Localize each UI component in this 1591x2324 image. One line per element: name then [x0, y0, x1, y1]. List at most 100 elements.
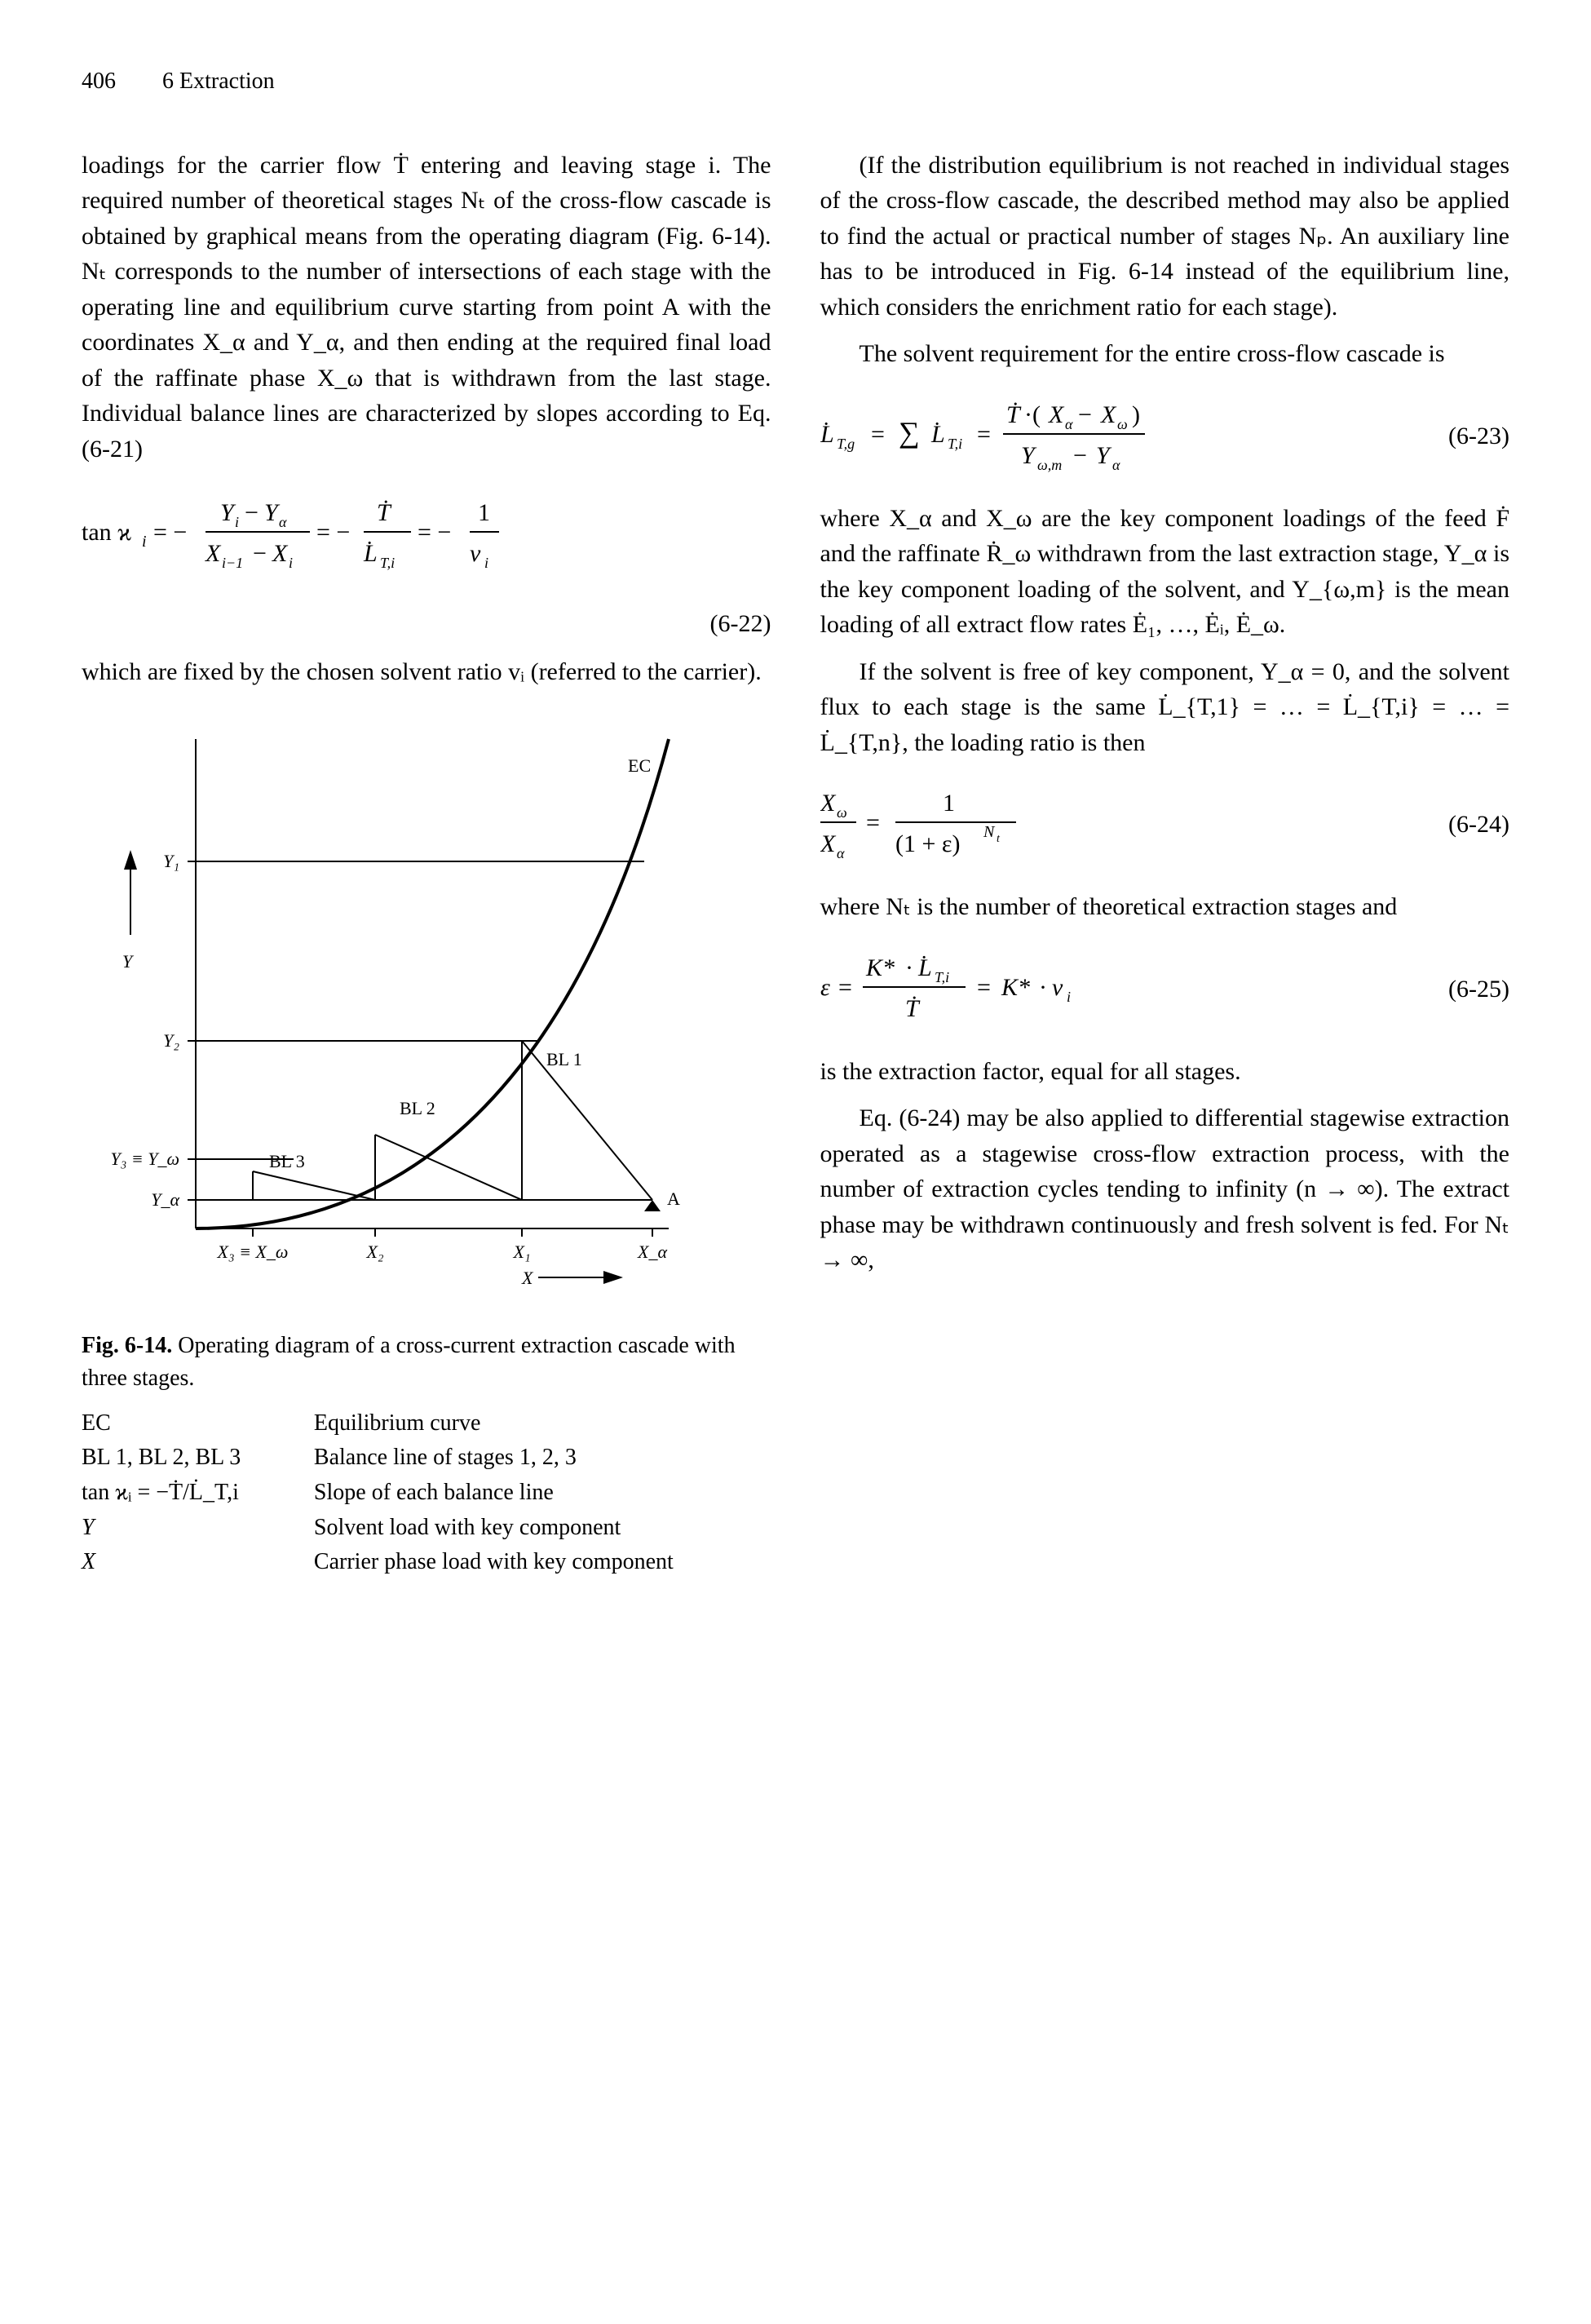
legend-key-4: Y: [82, 1512, 299, 1545]
page-header: 406 6 Extraction: [82, 65, 1509, 99]
svg-text:i: i: [235, 514, 239, 530]
svg-text:α: α: [1112, 457, 1120, 473]
svg-text:L̇: L̇: [917, 954, 932, 981]
svg-text:BL 1: BL 1: [546, 1049, 582, 1069]
svg-text:X₂: X₂: [365, 1242, 383, 1262]
svg-text:−: −: [1073, 442, 1087, 469]
eq-622-number: (6-22): [710, 610, 771, 637]
svg-text:−: −: [1078, 401, 1092, 428]
figure-6-14-caption: Fig. 6-14. Operating diagram of a cross-…: [82, 1330, 771, 1579]
svg-text:−: −: [245, 499, 259, 526]
left-para-1: loadings for the carrier flow Ṫ entering…: [82, 148, 771, 467]
svg-text:X: X: [820, 790, 837, 817]
svg-text:=: =: [977, 421, 991, 448]
eq-623-svg: L̇ T,g = ∑ L̇ T,i = Ṫ ·( X α − X ω ) Y ω…: [820, 392, 1310, 481]
svg-text:·: ·: [905, 954, 913, 981]
eq-622-body: tan ϰ i = − Y i − Y α X i−1 − X i = −: [82, 486, 771, 595]
svg-text:∑: ∑: [899, 416, 920, 449]
legend-key-5: X: [82, 1546, 299, 1579]
svg-text:X: X: [205, 540, 222, 567]
svg-text:t: t: [997, 833, 1001, 845]
equation-6-25: ε = K* · L̇ T,i Ṫ = K* · v i (6-25): [820, 945, 1510, 1034]
svg-text:ε: ε: [820, 974, 830, 1001]
svg-text:X: X: [820, 830, 837, 857]
svg-text:Y₁: Y₁: [163, 851, 179, 871]
svg-text:Y: Y: [122, 951, 135, 972]
svg-text:v: v: [1052, 974, 1063, 1001]
svg-text:A: A: [667, 1189, 680, 1209]
figure-legend: EC Equilibrium curve BL 1, BL 2, BL 3 Ba…: [82, 1407, 771, 1579]
eq-625-svg: ε = K* · L̇ T,i Ṫ = K* · v i: [820, 945, 1163, 1034]
svg-text:L̇: L̇: [363, 540, 378, 567]
svg-text:= −: = −: [153, 519, 187, 546]
svg-text:X: X: [1100, 401, 1117, 428]
chapter-label: 6 Extraction: [162, 69, 275, 94]
svg-text:Y₂: Y₂: [163, 1030, 179, 1051]
svg-text:1: 1: [478, 499, 490, 526]
svg-text:T,i: T,i: [948, 436, 962, 452]
svg-text:i: i: [142, 533, 147, 551]
svg-text:=: =: [866, 809, 880, 836]
eq-623-number: (6-23): [1448, 418, 1509, 454]
svg-text:X: X: [272, 540, 289, 567]
svg-text:EC: EC: [628, 755, 651, 776]
left-para-2: which are fixed by the chosen solvent ra…: [82, 654, 771, 690]
legend-val-4: Solvent load with key component: [314, 1512, 771, 1545]
svg-text:BL 2: BL 2: [400, 1098, 435, 1118]
right-para-4: If the solvent is free of key component,…: [820, 654, 1510, 761]
legend-val-5: Carrier phase load with key component: [314, 1546, 771, 1579]
legend-val-3: Slope of each balance line: [314, 1476, 771, 1510]
legend-key-3: tan ϰᵢ = −Ṫ/L̇_T,i: [82, 1476, 299, 1510]
svg-text:BL 3: BL 3: [269, 1151, 305, 1171]
eq-625-number: (6-25): [1448, 972, 1509, 1007]
svg-text:i−1: i−1: [222, 555, 243, 571]
svg-text:(1 + ε): (1 + ε): [895, 830, 961, 857]
figure-6-14: YXECY₁Y₂Y₃ ≡ Y_ωY_αX₃ ≡ X_ωX₂X₁X_αBL 1BL…: [82, 723, 771, 1579]
svg-text:α: α: [837, 845, 845, 861]
svg-text:·: ·: [1039, 974, 1047, 1001]
svg-text:=: =: [838, 974, 852, 1001]
svg-text:v: v: [470, 540, 481, 567]
svg-text:=: =: [871, 421, 885, 448]
svg-text:·(: ·(: [1024, 401, 1041, 428]
svg-text:X_α: X_α: [637, 1242, 667, 1262]
svg-text:K*: K*: [1001, 974, 1030, 1001]
svg-text:ω: ω: [1117, 416, 1128, 432]
fig-caption-text: Operating diagram of a cross-current ext…: [82, 1333, 736, 1392]
right-para-5: where Nₜ is the number of theoretical ex…: [820, 889, 1510, 925]
svg-text:T,g: T,g: [837, 436, 855, 452]
svg-text:Ṫ: Ṫ: [905, 995, 921, 1022]
svg-text:Ṫ: Ṫ: [1006, 401, 1022, 428]
equation-6-22: tan ϰ i = − Y i − Y α X i−1 − X i = −: [82, 486, 771, 595]
right-para-6: is the extraction factor, equal for all …: [820, 1054, 1510, 1090]
legend-val-1: Equilibrium curve: [314, 1407, 771, 1441]
svg-text:X: X: [1048, 401, 1065, 428]
equation-6-24: X ω X α = 1 (1 + ε) N t (6-24): [820, 780, 1510, 870]
fig-caption-bold: Fig. 6-14.: [82, 1333, 172, 1358]
svg-text:T,i: T,i: [380, 555, 395, 571]
right-column: (If the distribution equilibrium is not …: [820, 148, 1510, 1579]
svg-text:T,i: T,i: [935, 969, 949, 985]
svg-text:X₁: X₁: [512, 1242, 530, 1262]
eq-624-number: (6-24): [1448, 807, 1509, 843]
right-para-3: where X_α and X_ω are the key component …: [820, 501, 1510, 643]
svg-text:tan ϰ: tan ϰ: [82, 519, 131, 546]
equation-6-23: L̇ T,g = ∑ L̇ T,i = Ṫ ·( X α − X ω ) Y ω…: [820, 392, 1510, 481]
svg-text:X: X: [521, 1268, 534, 1288]
eq-622-svg: tan ϰ i = − Y i − Y α X i−1 − X i = −: [82, 486, 506, 584]
svg-text:Y: Y: [1021, 442, 1037, 469]
svg-text:X₃ ≡ X_ω: X₃ ≡ X_ω: [217, 1242, 289, 1262]
svg-text:ω,m: ω,m: [1037, 457, 1062, 473]
right-para-1: (If the distribution equilibrium is not …: [820, 148, 1510, 325]
svg-text:i: i: [289, 555, 293, 571]
svg-text:=: =: [977, 974, 991, 1001]
legend-key-1: EC: [82, 1407, 299, 1441]
eq-624-svg: X ω X α = 1 (1 + ε) N t: [820, 780, 1130, 870]
left-column: loadings for the carrier flow Ṫ entering…: [82, 148, 771, 1579]
right-para-7: Eq. (6-24) may be also applied to differ…: [820, 1100, 1510, 1278]
svg-text:α: α: [1065, 416, 1073, 432]
svg-text:L̇: L̇: [930, 421, 945, 448]
legend-val-2: Balance line of stages 1, 2, 3: [314, 1441, 771, 1475]
svg-text:Y₃ ≡ Y_ω: Y₃ ≡ Y_ω: [111, 1149, 180, 1169]
svg-text:= −: = −: [316, 519, 350, 546]
